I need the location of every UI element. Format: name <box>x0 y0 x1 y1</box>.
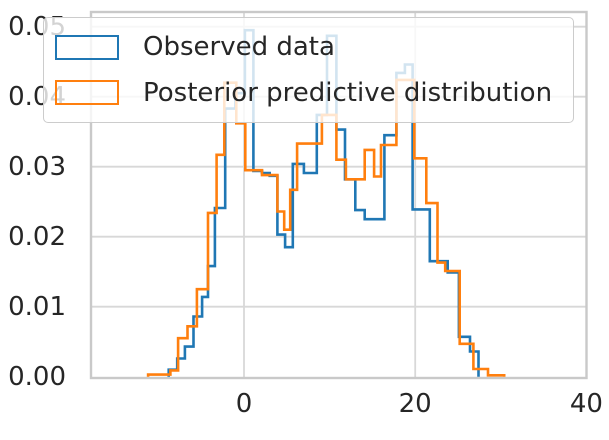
y-tick-0.01: 0.01 <box>8 291 66 322</box>
legend: Observed data Posterior predictive distr… <box>43 17 574 123</box>
legend-label-posterior: Posterior predictive distribution <box>143 77 553 108</box>
y-tick-0.03: 0.03 <box>8 151 66 182</box>
legend-item-posterior: Posterior predictive distribution <box>55 77 573 108</box>
y-tick-0.02: 0.02 <box>8 221 66 252</box>
x-tick-20: 20 <box>398 389 432 419</box>
legend-label-observed: Observed data <box>143 31 335 62</box>
posterior-predictive-swatch-icon <box>55 80 119 106</box>
x-tick-40: 40 <box>569 389 603 419</box>
legend-item-observed: Observed data <box>55 33 573 62</box>
x-tick-0: 0 <box>235 389 253 419</box>
posterior-predictive-step-line <box>146 78 506 377</box>
y-tick-0.00: 0.00 <box>8 361 66 392</box>
axes-spines <box>89 10 588 380</box>
observed-data-swatch-icon <box>55 34 119 60</box>
